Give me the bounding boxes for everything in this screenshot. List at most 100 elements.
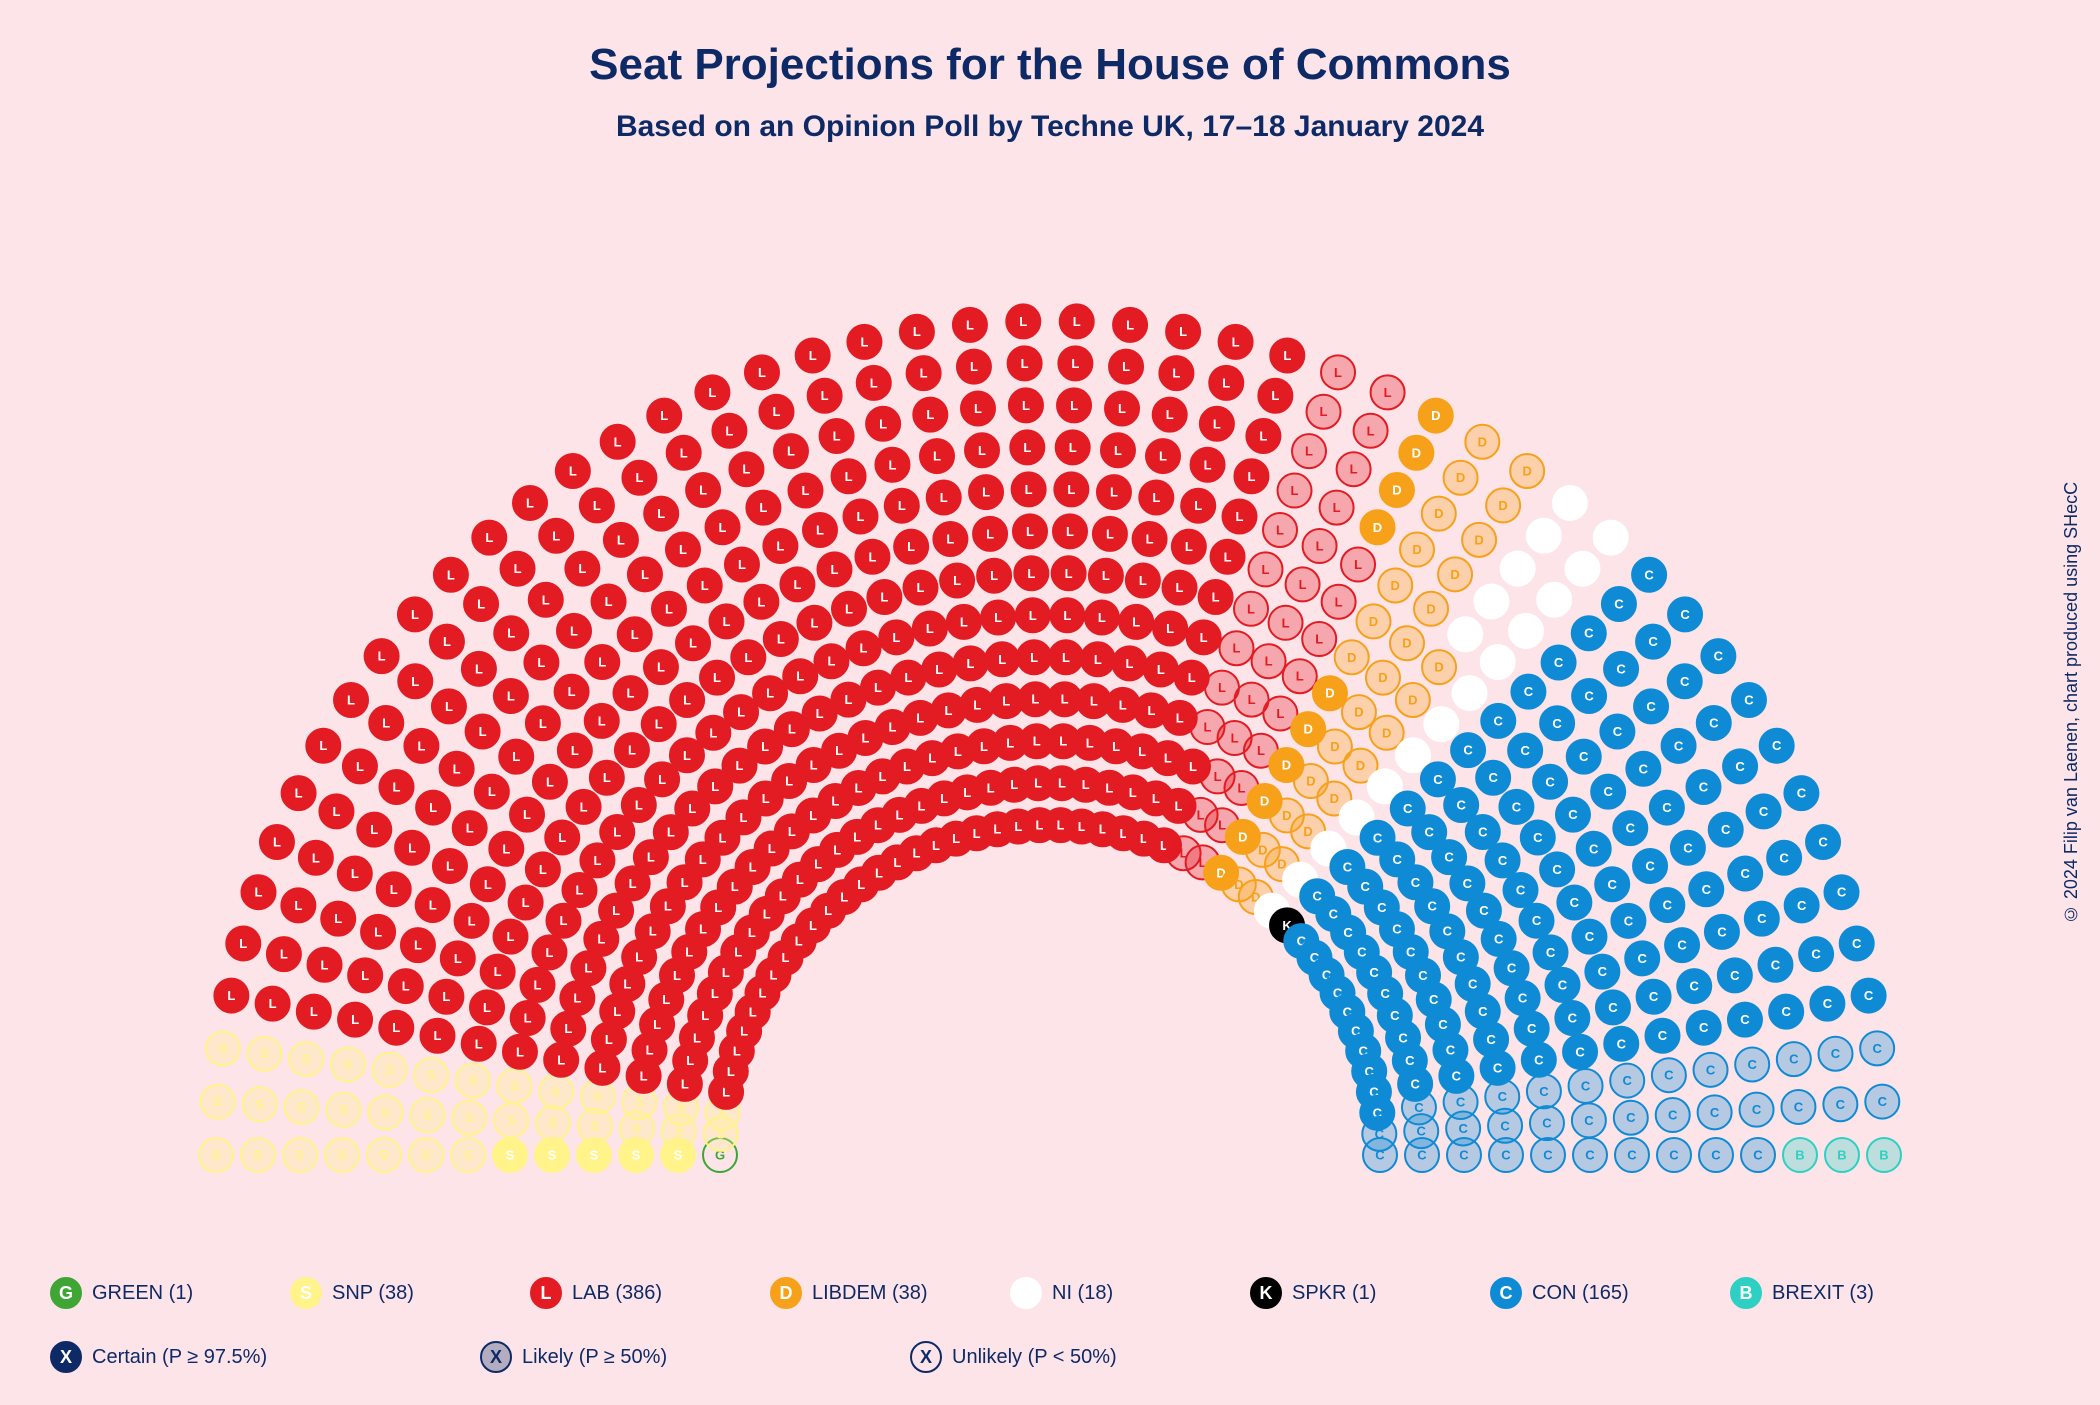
seat: C xyxy=(1602,587,1636,621)
svg-text:L: L xyxy=(1157,662,1165,677)
svg-text:L: L xyxy=(628,743,636,758)
seat: L xyxy=(462,652,496,686)
legend-swatch: L xyxy=(530,1277,562,1309)
svg-text:L: L xyxy=(738,557,746,572)
seat: L xyxy=(440,752,474,786)
svg-text:C: C xyxy=(1452,1068,1462,1083)
svg-text:L: L xyxy=(1231,731,1239,746)
seat: C xyxy=(1611,904,1645,938)
svg-text:L: L xyxy=(1189,759,1197,774)
seat: L xyxy=(416,888,450,922)
svg-text:S: S xyxy=(464,1148,473,1163)
seat: L xyxy=(1321,355,1355,389)
seat: C xyxy=(1825,875,1859,909)
svg-text:D: D xyxy=(1434,660,1443,675)
seat: C xyxy=(1522,1043,1556,1077)
seat: C xyxy=(1699,1138,1733,1172)
seat: D xyxy=(1396,683,1430,717)
svg-text:C: C xyxy=(1585,1148,1595,1163)
svg-text:L: L xyxy=(742,462,750,477)
svg-text:L: L xyxy=(598,654,606,669)
svg-text:L: L xyxy=(917,580,925,595)
svg-text:L: L xyxy=(785,774,793,789)
svg-text:L: L xyxy=(334,911,342,926)
seat: L xyxy=(555,675,589,709)
svg-text:C: C xyxy=(1797,786,1807,801)
svg-text:C: C xyxy=(1589,841,1599,856)
svg-text:C: C xyxy=(1579,749,1589,764)
seat: D xyxy=(1356,604,1390,638)
svg-text:L: L xyxy=(683,692,691,707)
seat: L xyxy=(666,533,700,567)
seat: C xyxy=(1486,843,1520,877)
seat: S xyxy=(493,1138,527,1172)
svg-text:C: C xyxy=(1554,655,1564,670)
legend-label: BREXIT (3) xyxy=(1772,1282,1874,1305)
seat: L xyxy=(1060,304,1094,338)
seat: C xyxy=(1610,1064,1644,1098)
svg-text:C: C xyxy=(1507,961,1517,976)
seat: S xyxy=(331,1047,365,1081)
svg-text:C: C xyxy=(1608,877,1618,892)
seat: C xyxy=(1686,770,1720,804)
svg-text:L: L xyxy=(946,532,954,547)
svg-text:D: D xyxy=(1391,578,1400,593)
seat: L xyxy=(395,831,429,865)
svg-text:C: C xyxy=(1759,804,1769,819)
seat: L xyxy=(725,548,759,582)
seat: C xyxy=(1728,1003,1762,1037)
svg-text:C: C xyxy=(1823,996,1833,1011)
svg-text:L: L xyxy=(1233,641,1241,656)
svg-text:S: S xyxy=(593,1089,602,1104)
seat: L xyxy=(499,740,533,774)
svg-text:L: L xyxy=(918,798,926,813)
seat: L xyxy=(642,707,676,741)
svg-text:C: C xyxy=(1836,1097,1846,1112)
svg-text:C: C xyxy=(1463,876,1473,891)
svg-text:C: C xyxy=(1831,1046,1841,1061)
svg-text:L: L xyxy=(414,938,422,953)
legend-label: GREEN (1) xyxy=(92,1282,193,1305)
svg-text:D: D xyxy=(1431,408,1440,423)
svg-text:L: L xyxy=(870,375,878,390)
svg-text:L: L xyxy=(641,567,649,582)
svg-text:C: C xyxy=(1690,979,1700,994)
svg-text:L: L xyxy=(1010,777,1018,792)
seat: D xyxy=(1414,592,1448,626)
svg-text:L: L xyxy=(1222,375,1230,390)
seat: L xyxy=(894,530,928,564)
seat: C xyxy=(1569,1069,1603,1103)
legend-swatch: K xyxy=(1250,1277,1282,1309)
svg-text:L: L xyxy=(537,655,545,670)
svg-text:L: L xyxy=(857,509,865,524)
seat: L xyxy=(1153,612,1187,646)
svg-text:S: S xyxy=(219,1041,228,1056)
seat: L xyxy=(377,872,411,906)
svg-text:L: L xyxy=(507,929,515,944)
svg-text:L: L xyxy=(1069,440,1077,455)
svg-text:L: L xyxy=(904,670,912,685)
svg-text:D: D xyxy=(1392,483,1401,498)
svg-text:C: C xyxy=(1393,852,1403,867)
seat: C xyxy=(1615,1138,1649,1172)
svg-text:D: D xyxy=(1412,445,1421,460)
svg-text:L: L xyxy=(273,835,281,850)
svg-text:D: D xyxy=(1282,758,1291,773)
svg-text:L: L xyxy=(477,597,485,612)
svg-text:L: L xyxy=(310,1004,318,1019)
svg-text:L: L xyxy=(516,1044,524,1059)
seat: L xyxy=(343,749,377,783)
svg-text:L: L xyxy=(1320,404,1328,419)
svg-text:C: C xyxy=(1552,862,1562,877)
svg-text:L: L xyxy=(1132,614,1140,629)
svg-text:L: L xyxy=(980,739,988,754)
seat: L xyxy=(783,659,817,693)
seat: C xyxy=(1668,597,1702,631)
svg-text:S: S xyxy=(385,1062,394,1077)
svg-text:L: L xyxy=(926,407,934,422)
seat: L xyxy=(628,557,662,591)
svg-text:L: L xyxy=(507,626,515,641)
legend-swatch: B xyxy=(1730,1277,1762,1309)
svg-text:C: C xyxy=(1478,1004,1488,1019)
svg-text:L: L xyxy=(434,1028,442,1043)
